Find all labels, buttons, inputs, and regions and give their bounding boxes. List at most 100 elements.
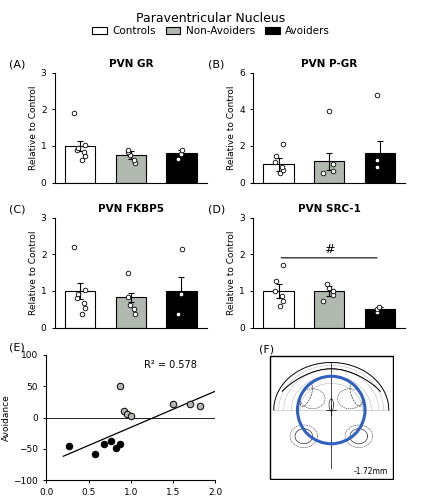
- Point: [273, 152, 279, 160]
- Bar: [65, 291, 95, 328]
- Bar: [263, 291, 294, 328]
- Bar: [365, 309, 395, 328]
- Point: [125, 294, 132, 302]
- Point: [81, 152, 88, 160]
- Point: [170, 400, 176, 408]
- Bar: [166, 153, 197, 182]
- Point: [131, 305, 138, 313]
- Bar: [365, 153, 395, 182]
- Point: [325, 284, 332, 292]
- Point: [131, 310, 138, 318]
- Legend: Controls, Non-Avoiders, Avoiders: Controls, Non-Avoiders, Avoiders: [88, 22, 334, 40]
- Point: [279, 292, 285, 300]
- Text: (B): (B): [208, 60, 224, 70]
- Y-axis label: Relative to Control: Relative to Control: [29, 85, 38, 170]
- Point: [131, 160, 138, 168]
- Point: [81, 286, 88, 294]
- Point: [280, 297, 287, 305]
- Point: [80, 298, 87, 306]
- Point: [280, 140, 287, 148]
- Point: [100, 440, 107, 448]
- Point: [330, 291, 336, 299]
- Text: (E): (E): [9, 342, 25, 352]
- Text: (C): (C): [9, 204, 26, 214]
- Bar: [263, 164, 294, 182]
- Point: [73, 146, 80, 154]
- Point: [272, 287, 279, 295]
- Point: [125, 269, 132, 277]
- Point: [131, 156, 138, 164]
- Point: [323, 280, 330, 288]
- Text: PVN P-GR: PVN P-GR: [301, 60, 357, 70]
- Point: [123, 410, 130, 418]
- Point: [187, 400, 193, 408]
- Point: [373, 90, 380, 98]
- Text: Paraventricular Nucleus: Paraventricular Nucleus: [136, 12, 286, 26]
- Point: [320, 297, 327, 305]
- Point: [127, 301, 134, 309]
- Point: [78, 310, 85, 318]
- Point: [81, 140, 88, 148]
- Point: [374, 156, 381, 164]
- Point: [330, 166, 336, 174]
- Point: [71, 243, 78, 251]
- Point: [175, 310, 182, 318]
- Point: [71, 109, 78, 117]
- Point: [330, 160, 336, 168]
- Point: [376, 302, 382, 310]
- Point: [325, 107, 332, 115]
- Point: [116, 382, 123, 390]
- Text: #: #: [324, 243, 334, 256]
- Point: [74, 290, 81, 298]
- Point: [178, 244, 185, 252]
- Point: [73, 294, 80, 302]
- Bar: [65, 146, 95, 182]
- Point: [330, 287, 336, 295]
- Point: [116, 440, 123, 448]
- Bar: [116, 298, 146, 328]
- Point: [177, 150, 184, 158]
- Point: [125, 148, 132, 156]
- Text: PVN FKBP5: PVN FKBP5: [98, 204, 164, 214]
- Point: [279, 163, 285, 171]
- Point: [127, 151, 134, 159]
- Point: [121, 407, 127, 415]
- Point: [66, 442, 73, 450]
- Point: [178, 146, 185, 154]
- Point: [320, 170, 327, 177]
- Bar: [166, 291, 197, 328]
- Point: [273, 276, 279, 284]
- Y-axis label: Relative to Control: Relative to Control: [29, 230, 38, 315]
- Y-axis label: Relative to Control: Relative to Control: [227, 230, 236, 315]
- Point: [80, 148, 87, 156]
- Point: [91, 450, 98, 458]
- Point: [277, 170, 284, 177]
- Point: [272, 158, 279, 166]
- Bar: [314, 162, 344, 182]
- Point: [81, 304, 88, 312]
- Point: [373, 305, 380, 313]
- Point: [197, 402, 203, 410]
- Point: [125, 146, 132, 154]
- Point: [127, 412, 134, 420]
- Text: -1.72mm: -1.72mm: [353, 467, 387, 476]
- Point: [112, 444, 119, 452]
- Text: PVN SRC-1: PVN SRC-1: [298, 204, 360, 214]
- Point: [108, 437, 115, 445]
- Text: (F): (F): [259, 345, 274, 355]
- Y-axis label: Relative to Control: Relative to Control: [227, 85, 236, 170]
- Bar: [314, 291, 344, 328]
- Point: [177, 290, 184, 298]
- Point: [74, 144, 81, 152]
- Text: PVN GR: PVN GR: [108, 60, 153, 70]
- Point: [374, 163, 381, 171]
- Bar: [116, 155, 146, 182]
- Text: (A): (A): [9, 60, 26, 70]
- Point: [280, 261, 287, 269]
- Text: (D): (D): [208, 204, 225, 214]
- Point: [78, 156, 85, 164]
- Text: R² = 0.578: R² = 0.578: [144, 360, 197, 370]
- FancyBboxPatch shape: [270, 356, 392, 479]
- Y-axis label: Avoidance: Avoidance: [2, 394, 11, 441]
- Point: [374, 308, 381, 316]
